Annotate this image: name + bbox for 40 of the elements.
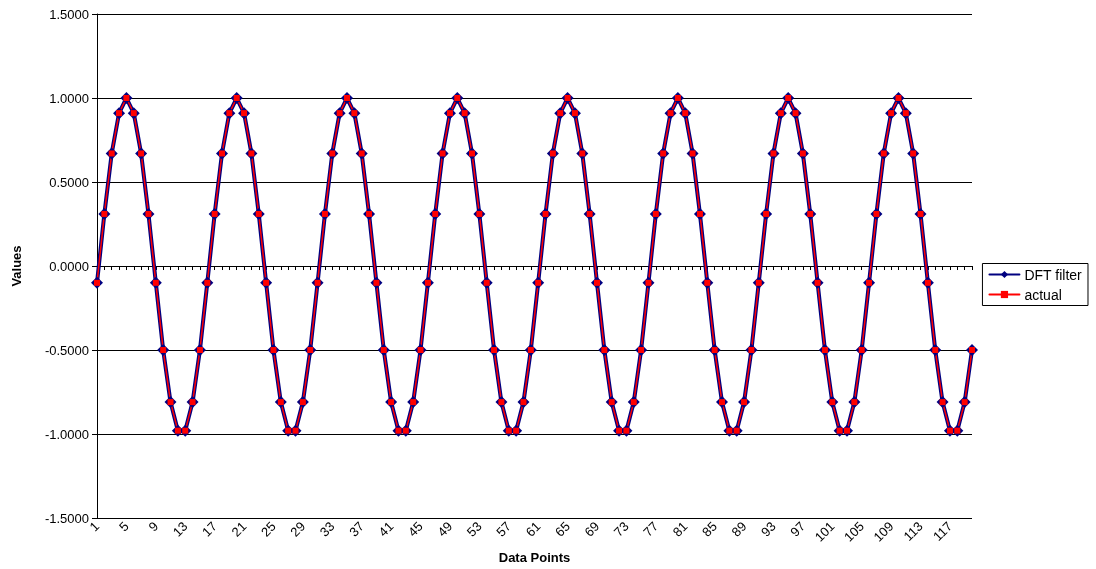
x-tick-label: 21: [228, 518, 250, 540]
x-tick-label: 53: [463, 518, 485, 540]
x-tick-label: 73: [610, 518, 632, 540]
x-tick-label: 33: [316, 518, 338, 540]
legend-label: DFT filter: [1024, 266, 1083, 283]
y-tick-label: 0.0000: [49, 258, 89, 274]
x-tick-label: 61: [522, 518, 544, 540]
y-tick-label: 0.5000: [49, 174, 89, 190]
x-tick-label: 57: [493, 518, 515, 540]
x-tick-label: 101: [811, 518, 838, 545]
x-tick-label: 45: [405, 518, 426, 540]
x-tick-label: 113: [900, 518, 926, 544]
x-tick-label: 5: [115, 518, 132, 535]
y-tick-label: 1.5000: [49, 6, 89, 22]
x-tick-label: 69: [581, 518, 603, 540]
y-tick-label: 1.0000: [49, 90, 89, 106]
x-tick-label: 105: [841, 518, 868, 545]
y-axis-title: Values: [9, 245, 24, 287]
y-tick-label: -0.5000: [44, 342, 89, 358]
x-tick-label: 93: [757, 518, 779, 540]
x-axis-title: Data Points: [498, 550, 571, 565]
x-tick-label: 29: [287, 518, 309, 540]
x-tick-label: 41: [375, 518, 397, 540]
x-tick-label: 97: [787, 518, 809, 540]
x-tick-label: 77: [640, 518, 662, 540]
x-tick-label: 25: [257, 518, 279, 540]
x-tick-label: 89: [728, 518, 750, 540]
x-tick-label: 65: [552, 518, 573, 540]
y-tick-label: -1.0000: [44, 426, 89, 442]
x-tick-label: 81: [669, 518, 691, 540]
x-tick-label: 85: [699, 518, 720, 540]
x-tick-label: 49: [434, 518, 456, 540]
x-tick-label: 117: [930, 518, 956, 544]
x-tick-label: 9: [145, 518, 162, 535]
legend-label: actual: [1024, 286, 1062, 303]
x-tick-label: 13: [169, 518, 191, 540]
x-tick-label: 37: [346, 518, 368, 540]
x-tick-label: 17: [199, 518, 220, 540]
y-tick-label: -1.5000: [44, 510, 89, 526]
x-tick-label: 109: [870, 518, 897, 545]
